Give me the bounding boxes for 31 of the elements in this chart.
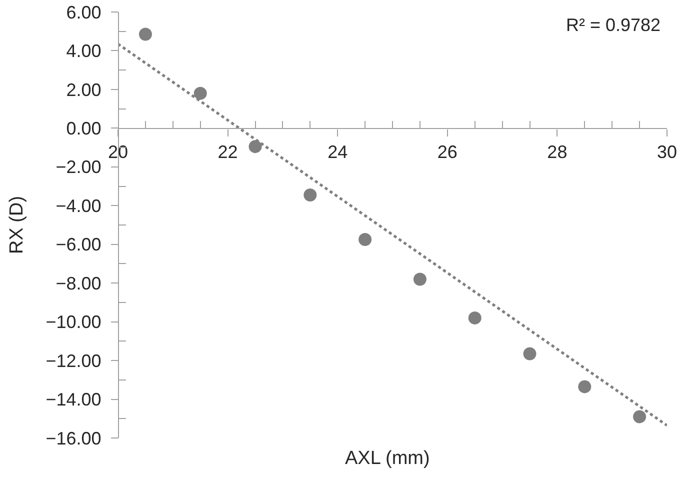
y-tick-label: −4.00	[56, 196, 102, 216]
point	[413, 272, 426, 286]
point	[248, 140, 262, 154]
point	[358, 233, 372, 246]
y-tick-label: 6.00	[66, 2, 102, 22]
x-tick-label: 26	[437, 142, 458, 162]
annotation: R² = 0.9782	[566, 15, 661, 35]
y-axis-title: RX (D)	[6, 196, 28, 254]
point	[138, 28, 152, 41]
y-tick-label: −16.00	[46, 428, 102, 448]
point	[304, 188, 317, 202]
y-tick-label: 2.00	[66, 80, 102, 100]
x-tick-label: 28	[547, 142, 568, 162]
y-tick-label: −14.00	[46, 390, 102, 410]
point	[633, 410, 646, 424]
point	[578, 380, 592, 394]
y-tick-label: −12.00	[46, 350, 102, 371]
y-tick-label: −6.00	[56, 234, 102, 255]
point	[194, 86, 207, 100]
x-tick-label: 24	[328, 142, 348, 162]
x-tick-label: 20	[108, 142, 128, 162]
y-tick-label: −8.00	[56, 273, 102, 294]
x-tick-label: 30	[656, 142, 678, 162]
x-tick-label: 22	[218, 142, 238, 162]
point	[523, 347, 536, 360]
point	[468, 311, 482, 324]
x-axis-title: AXL (mm)	[345, 448, 430, 469]
y-tick-label: −2.00	[56, 157, 102, 178]
y-tick-label: 4.00	[66, 41, 102, 62]
y-tick-label: 0.00	[66, 118, 102, 138]
y-tick-label: −10.00	[46, 312, 102, 332]
